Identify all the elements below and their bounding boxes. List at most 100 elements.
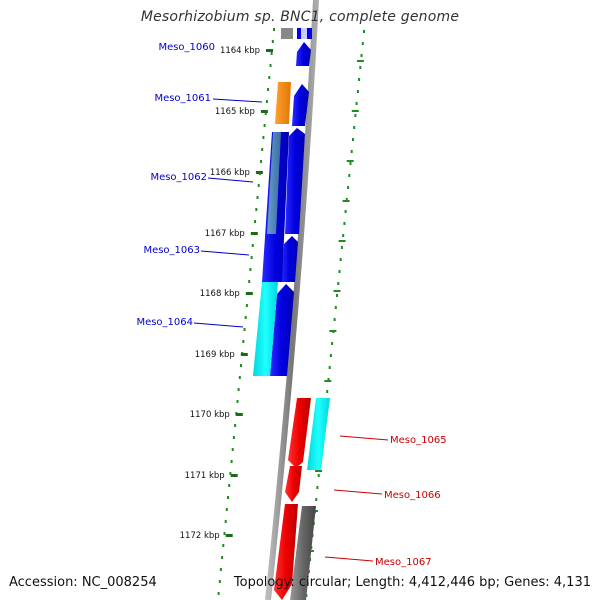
gene-leader-line (200, 250, 250, 256)
orange-feature-1061[interactable] (275, 82, 291, 124)
feature-track (253, 42, 330, 600)
gene-leader-line (339, 435, 389, 441)
steel-feature-1062[interactable] (267, 132, 281, 234)
gc-dot (244, 316, 247, 319)
gc-dot (327, 378, 330, 381)
gc-dot (223, 532, 226, 535)
gc-dot (224, 520, 227, 523)
cds-meso-1064-inner-arrow[interactable] (270, 284, 294, 376)
gc-dot (361, 42, 364, 45)
gc-dot (231, 448, 234, 451)
gc-dot (339, 258, 342, 261)
cds-meso-1061-arrow[interactable] (292, 84, 309, 126)
gene-label-meso-1062[interactable]: Meso_1062 (150, 172, 207, 183)
gc-dot (344, 210, 347, 213)
gc-dot (230, 460, 233, 463)
gc-dot (264, 112, 267, 115)
cyan-feature-1065[interactable] (307, 398, 330, 470)
tick-mark (235, 413, 243, 416)
genome-summary-text: Topology: circular; Length: 4,412,446 bp… (233, 575, 591, 590)
tick-mark (225, 534, 233, 537)
gc-dot (260, 160, 262, 163)
gc-dot (255, 208, 258, 211)
gc-dot (256, 196, 259, 199)
cds-meso-1066-arrow[interactable] (285, 466, 302, 502)
gc-dot (217, 592, 220, 595)
gene-label-meso-1067[interactable]: Meso_1067 (375, 557, 432, 568)
tick-label: 1165 kbp (215, 107, 255, 117)
gc-dot (270, 52, 273, 55)
gc-dot (228, 484, 231, 487)
gc-dot (237, 388, 240, 391)
gene-leader-line (207, 177, 254, 183)
gc-dash (333, 290, 341, 292)
gc-dot (334, 306, 337, 309)
gc-dot (315, 498, 318, 501)
gc-dot (273, 28, 275, 31)
gc-dot (265, 100, 268, 103)
gene-label-meso-1066[interactable]: Meso_1066 (384, 490, 441, 501)
cds-meso-1067-arrow[interactable] (274, 504, 298, 600)
gc-dot (338, 270, 341, 273)
gc-dot (242, 340, 245, 343)
gc-dot (219, 568, 222, 571)
cyan-feature-1064[interactable] (253, 282, 278, 376)
cds-meso-1065-arrow[interactable] (288, 398, 311, 468)
gene-leader-line (324, 556, 374, 562)
gc-dot (316, 486, 319, 489)
gc-dot (222, 544, 225, 547)
gc-dash (329, 330, 337, 332)
tick-label: 1164 kbp (220, 46, 260, 56)
gc-dash (338, 240, 346, 242)
gc-dot (243, 328, 246, 331)
gc-dot (261, 148, 264, 151)
tick-mark (266, 49, 273, 52)
tick-label: 1171 kbp (185, 471, 225, 481)
gray-feature-1067[interactable] (290, 506, 316, 600)
gc-dot (257, 184, 260, 187)
gc-dot (227, 496, 229, 499)
gc-dot (348, 174, 351, 177)
gc-dot (326, 390, 329, 393)
tick-mark (255, 171, 263, 174)
gc-dot (250, 256, 253, 259)
gc-dot (345, 198, 348, 201)
gc-dot (328, 366, 331, 369)
gc-dot (329, 354, 332, 357)
gc-dot (254, 220, 257, 223)
gc-dot (337, 282, 340, 285)
tick-mark (250, 232, 258, 235)
tick-label: 1167 kbp (205, 229, 245, 239)
gene-leader-line (193, 322, 244, 328)
gc-dot (236, 400, 239, 403)
gc-dot (356, 90, 359, 93)
gc-dot (353, 126, 356, 129)
gene-label-meso-1061[interactable]: Meso_1061 (154, 93, 211, 104)
gc-dot (354, 114, 357, 117)
gc-dot (267, 88, 270, 91)
gc-dot (271, 40, 274, 43)
gene-label-meso-1063[interactable]: Meso_1063 (143, 245, 200, 256)
tick-mark (230, 474, 238, 477)
gc-dot (218, 580, 221, 583)
gc-dot (249, 268, 252, 271)
gc-dot (240, 364, 242, 367)
tick-label: 1172 kbp (180, 531, 220, 541)
gc-content-dots (217, 28, 365, 597)
gene-label-meso-1064[interactable]: Meso_1064 (136, 317, 193, 328)
gene-label-meso-1060[interactable]: Meso_1060 (158, 42, 215, 53)
gc-dot (363, 30, 365, 33)
cds-meso-1063-inner-arrow[interactable] (281, 236, 298, 282)
gc-dot (360, 54, 363, 57)
tick-label: 1168 kbp (200, 289, 240, 299)
top-partial-features (281, 28, 312, 39)
gc-dash (315, 470, 323, 472)
gc-dot (268, 76, 271, 79)
gene-label-meso-1065[interactable]: Meso_1065 (390, 435, 447, 446)
gc-dot (359, 66, 362, 69)
cds-meso-1062-inner-arrow[interactable] (285, 128, 305, 234)
gc-dot (340, 246, 343, 249)
cds-meso-1060-arrow[interactable] (296, 42, 311, 66)
gc-dot (336, 294, 338, 297)
